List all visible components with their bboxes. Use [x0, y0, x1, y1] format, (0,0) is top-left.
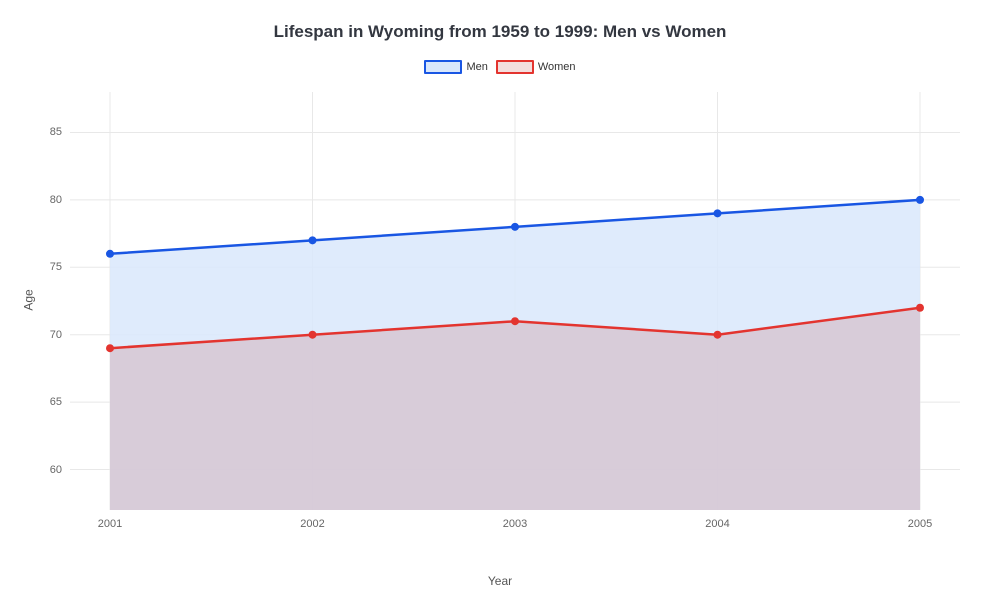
legend-swatch-women	[496, 60, 534, 74]
y-tick: 85	[50, 126, 62, 138]
x-tick: 2004	[705, 518, 729, 530]
y-axis-label: Age	[22, 289, 36, 310]
y-tick: 75	[50, 261, 62, 273]
plot-svg	[70, 92, 960, 510]
legend-item-men: Men	[424, 60, 487, 74]
y-tick: 60	[50, 464, 62, 476]
plot-area: 60657075808520012002200320042005	[70, 92, 960, 510]
legend-label-men: Men	[466, 61, 487, 73]
y-tick: 65	[50, 396, 62, 408]
x-tick: 2002	[300, 518, 324, 530]
legend-label-women: Women	[538, 61, 576, 73]
y-tick: 70	[50, 329, 62, 341]
chart-container: Lifespan in Wyoming from 1959 to 1999: M…	[0, 0, 1000, 600]
legend: Men Women	[0, 60, 1000, 74]
x-tick: 2001	[98, 518, 122, 530]
x-axis-label: Year	[488, 574, 512, 588]
legend-swatch-men	[424, 60, 462, 74]
legend-item-women: Women	[496, 60, 576, 74]
x-tick: 2003	[503, 518, 527, 530]
y-tick: 80	[50, 194, 62, 206]
x-tick: 2005	[908, 518, 932, 530]
chart-title: Lifespan in Wyoming from 1959 to 1999: M…	[0, 0, 1000, 42]
